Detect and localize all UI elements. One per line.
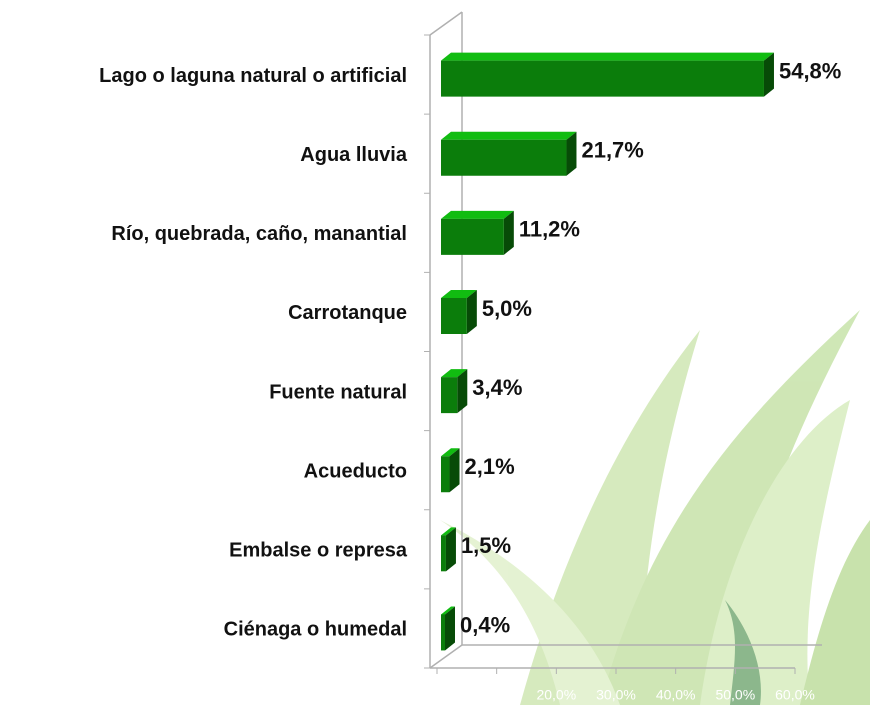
bar: [441, 52, 774, 97]
x-tick-label: 30,0%: [596, 687, 636, 703]
bar: [441, 369, 468, 414]
background-grass: [440, 310, 870, 705]
x-tick-label: 50,0%: [715, 687, 755, 703]
bar-top: [441, 448, 460, 457]
value-label: 21,7%: [581, 138, 643, 163]
bar-side: [466, 289, 477, 334]
x-tick-label: 10,0%: [477, 687, 517, 703]
bar-top: [441, 369, 468, 378]
bar: [441, 210, 514, 255]
bar-front: [441, 456, 450, 493]
bar: [441, 289, 477, 334]
value-label: 0,4%: [460, 612, 510, 637]
bar-side: [503, 210, 514, 255]
bar-top: [441, 52, 774, 61]
category-label: Embalse o represa: [229, 540, 408, 562]
bar-side: [457, 369, 468, 414]
value-label: 54,8%: [779, 58, 841, 83]
bar-side: [763, 52, 774, 97]
bar: [441, 131, 577, 176]
bar: [441, 606, 455, 651]
bar-top: [441, 606, 455, 615]
bar-top: [441, 527, 456, 536]
category-label: Río, quebrada, caño, manantial: [111, 223, 407, 245]
bar-front: [441, 614, 445, 651]
x-tick-label: 60,0%: [775, 687, 815, 703]
bar: [441, 527, 456, 572]
value-label: 11,2%: [519, 217, 580, 242]
bar-front: [441, 139, 567, 176]
bar-top: [441, 210, 514, 219]
value-label: 2,1%: [465, 454, 515, 479]
bar-front: [441, 535, 446, 572]
bar-side: [566, 131, 577, 176]
bar-side: [449, 448, 460, 493]
bar-front: [441, 218, 504, 255]
x-tick-label: 40,0%: [656, 687, 696, 703]
x-tick-label: 20,0%: [536, 687, 576, 703]
category-label: Lago o laguna natural o artificial: [99, 65, 407, 87]
category-label: Fuente natural: [269, 381, 407, 403]
bar-side: [445, 606, 455, 651]
value-label: 5,0%: [482, 296, 532, 321]
category-label: Acueducto: [304, 460, 407, 482]
category-label: Agua lluvia: [300, 144, 408, 166]
bar-side: [445, 527, 456, 572]
value-label: 1,5%: [461, 533, 511, 558]
category-label: Carrotanque: [288, 302, 407, 324]
x-tick-label: 0,0%: [421, 687, 453, 703]
value-label: 3,4%: [472, 375, 522, 400]
bar-front: [441, 297, 467, 334]
bar: [441, 448, 460, 493]
category-label: Ciénaga o humedal: [224, 619, 407, 641]
bar-front: [441, 377, 458, 414]
bar-top: [441, 289, 477, 298]
bar-front: [441, 60, 764, 97]
bar-top: [441, 131, 577, 140]
